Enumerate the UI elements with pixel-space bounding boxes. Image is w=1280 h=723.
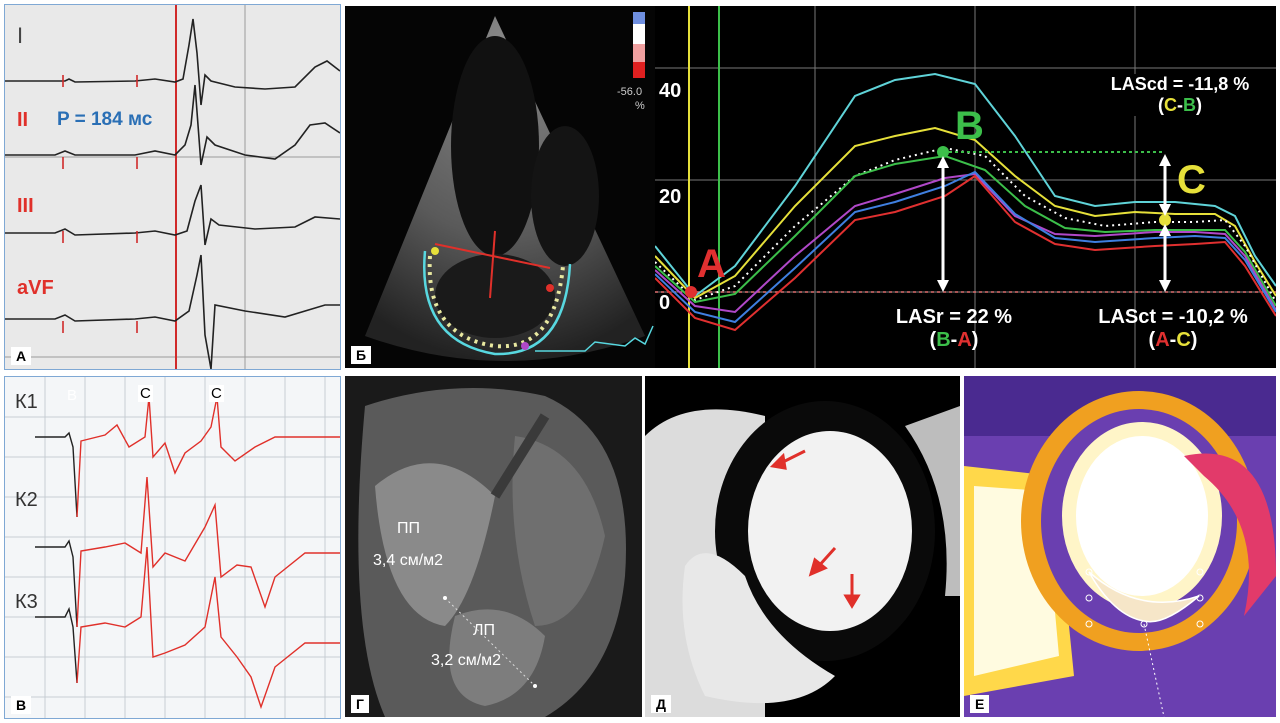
roi-handles (1085, 568, 1204, 628)
short-axis-image (645, 401, 960, 717)
panel-b-echo: -56.0 % Б (345, 6, 661, 368)
panel-label-b: Б (351, 346, 372, 364)
panel-label-e: Е (970, 695, 990, 713)
lasr-label: LASr = 22 % (B-A) (895, 306, 1013, 351)
la-label: ЛП (473, 622, 495, 639)
trace-k3-red (76, 546, 340, 710)
panel-label-a: А (11, 347, 32, 365)
channel-label-k2: К2 (15, 489, 38, 511)
point-c-marker (1159, 214, 1171, 226)
ecg-trace-lead-ii (5, 84, 340, 166)
strain-curve-red (655, 174, 1276, 332)
point-c-label: C (1177, 158, 1206, 202)
point-b-label: B (955, 104, 984, 148)
ra-label: ПП (397, 520, 420, 537)
lead-label-avf: aVF (17, 277, 54, 299)
ra-value: 3,4 см/м2 (373, 552, 444, 569)
channel-label-k3: К3 (15, 591, 38, 613)
trace-k3-black (35, 606, 78, 684)
trace-k2-black (35, 539, 78, 628)
panel-a-ecg: I II P = 184 мс III aVF А (4, 4, 341, 370)
channel-label-k1: К1 (15, 391, 38, 413)
panel-d-map: Д (645, 376, 960, 717)
panel-label-v: В (11, 696, 32, 714)
colorbar-unit: % (635, 100, 645, 112)
lead-label-i: I (17, 23, 24, 48)
mri-4ch-image (358, 388, 626, 717)
y-tick-40: 40 (659, 80, 682, 102)
strain-curve-white-dotted (655, 146, 1276, 303)
lead-label-iii: III (17, 195, 34, 217)
point-a-label: A (697, 242, 726, 286)
strain-chart (655, 6, 1276, 368)
panel-strain-plot: 40 20 0 A B C LAScd = -11,8 % (C-B) LASr… (655, 6, 1276, 368)
marker-b-label: B (67, 387, 78, 404)
strain-curve-cyan (655, 72, 1276, 298)
marker-c1-label: C (138, 385, 153, 402)
strain-curve-blue (655, 170, 1276, 324)
marker-c2-label: C (209, 385, 224, 402)
strain-curve-yellow (655, 126, 1276, 300)
ecg-trace-lead-iii (5, 184, 340, 246)
trace-k1-black (35, 431, 78, 518)
trace-k1-red (76, 396, 340, 518)
parametric-map-image (964, 376, 1276, 717)
point-a-marker (685, 286, 697, 298)
ecg-grid (5, 5, 340, 369)
panel-label-d: Д (651, 695, 671, 713)
y-tick-0: 0 (659, 292, 671, 314)
ecg-trace-lead-i (5, 18, 340, 106)
trace-k2-red (76, 476, 340, 628)
strain-curve-purple (655, 172, 1276, 314)
colorbar-value: -56.0 (617, 86, 643, 98)
echo-image (365, 12, 654, 361)
lasct-label: LASct = -10,2 % (A-C) (1098, 306, 1248, 351)
panel-v-traces: К1 B C C К2 К3 В (4, 376, 341, 719)
panel-e-parametric: Е (964, 376, 1276, 717)
y-tick-20: 20 (659, 186, 682, 208)
lascd-label: LAScd = -11,8 % (C-B) (1087, 74, 1273, 116)
p-wave-ticks (62, 75, 138, 333)
strain-curve-green (655, 154, 1276, 307)
lesion-arrows (769, 449, 861, 609)
panel-label-g: Г (351, 695, 369, 713)
ecg-trace-lead-avf (5, 254, 340, 369)
panel-g-mri: ПП 3,4 см/м2 ЛП 3,2 см/м2 Г (345, 376, 642, 717)
lead-label-ii: II (17, 109, 29, 131)
trace-grid (5, 377, 340, 718)
p-duration-annotation: P = 184 мс (57, 109, 153, 130)
la-value: 3,2 см/м2 (431, 652, 502, 669)
point-b-marker (937, 146, 949, 158)
